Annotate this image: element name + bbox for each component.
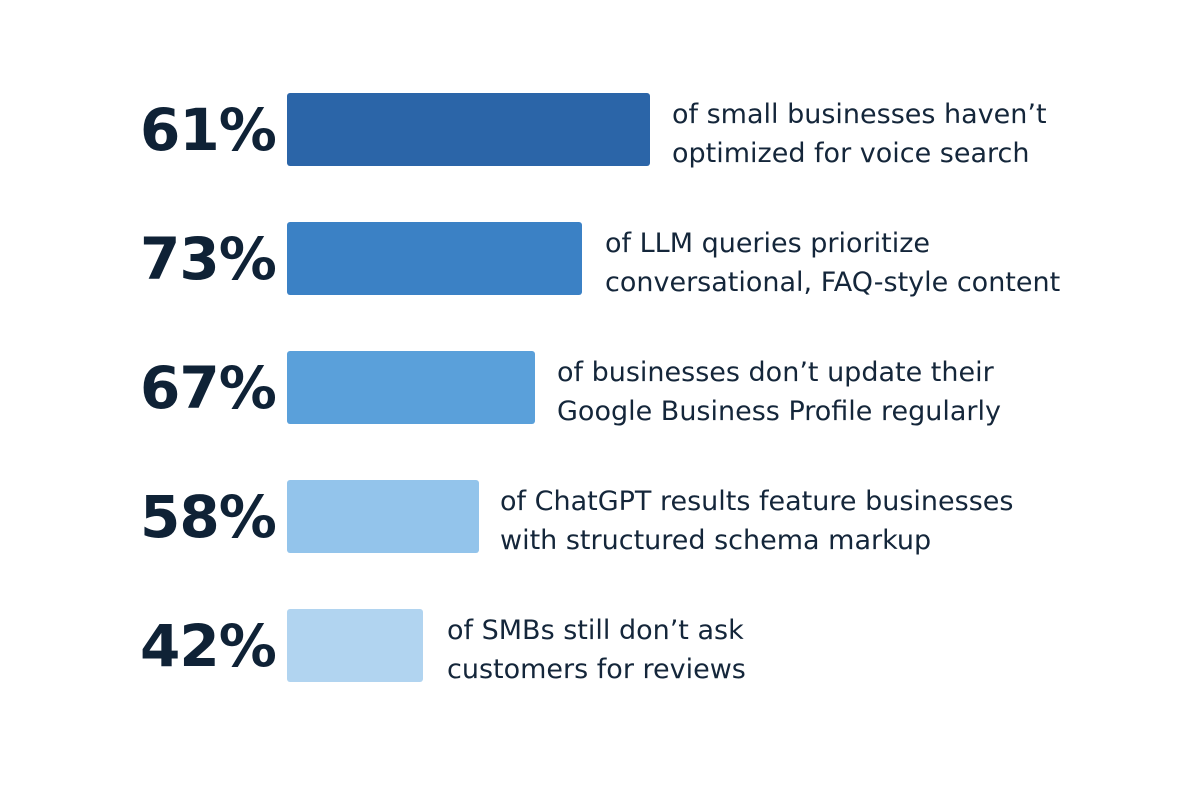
stat-row: 61% of small businesses haven’t optimize… [0, 93, 1200, 169]
bar [287, 93, 650, 166]
description-line: Google Business Profile regularly [557, 396, 1001, 427]
stat-row: 73% of LLM queries prioritize conversati… [0, 222, 1200, 298]
description-line: of ChatGPT results feature businesses [500, 486, 1014, 517]
bar [287, 222, 582, 295]
stat-row: 42% of SMBs still don’t ask customers fo… [0, 609, 1200, 685]
description-line: conversational, FAQ-style content [605, 267, 1061, 298]
description-line: with structured schema markup [500, 525, 932, 556]
stat-description: of ChatGPT results feature businesses wi… [500, 482, 1013, 560]
stat-value: 42% [140, 612, 277, 680]
stat-description: of SMBs still don’t ask customers for re… [447, 611, 746, 689]
stat-description: of small businesses haven’t optimized fo… [672, 95, 1047, 173]
description-line: of SMBs still don’t ask [447, 615, 744, 646]
stat-row: 58% of ChatGPT results feature businesse… [0, 480, 1200, 556]
stat-value: 58% [140, 483, 277, 551]
description-line: of businesses don’t update their [557, 357, 994, 388]
stat-value: 67% [140, 354, 277, 422]
stat-row: 67% of businesses don’t update their Goo… [0, 351, 1200, 427]
stat-value: 61% [140, 96, 277, 164]
stat-description: of businesses don’t update their Google … [557, 353, 1001, 431]
bar [287, 351, 535, 424]
bar [287, 609, 423, 682]
description-line: optimized for voice search [672, 138, 1030, 169]
bar [287, 480, 479, 553]
description-line: of small businesses haven’t [672, 99, 1047, 130]
description-line: of LLM queries prioritize [605, 228, 931, 259]
stat-description: of LLM queries prioritize conversational… [605, 224, 1060, 302]
description-line: customers for reviews [447, 654, 746, 685]
stat-value: 73% [140, 225, 277, 293]
